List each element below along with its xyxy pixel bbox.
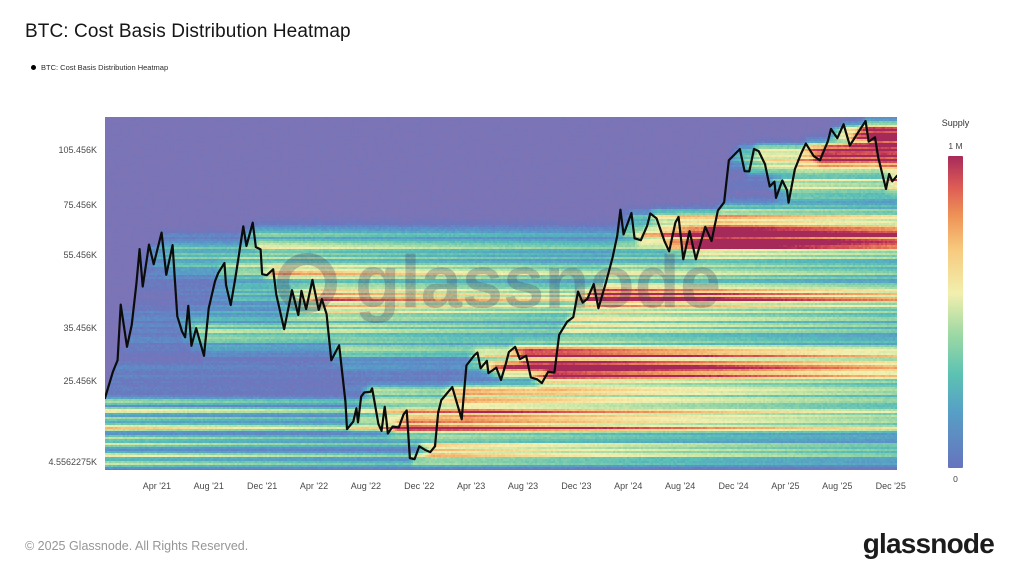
- y-axis-tick-label: 25.456K: [63, 376, 97, 387]
- x-axis-tick-label: Apr '25: [771, 481, 800, 491]
- colorbar-title: Supply: [941, 118, 970, 128]
- heatmap-chart-canvas[interactable]: [105, 117, 897, 470]
- x-axis-tick-label: Aug '24: [665, 481, 696, 491]
- x-axis-tick-label: Aug '21: [193, 481, 224, 491]
- legend-marker-icon: [31, 65, 36, 70]
- page-title: BTC: Cost Basis Distribution Heatmap: [25, 21, 351, 42]
- legend-label: BTC: Cost Basis Distribution Heatmap: [41, 63, 169, 72]
- colorbar-gradient: [948, 156, 963, 468]
- x-axis-tick-label: Aug '25: [822, 481, 853, 491]
- x-axis-tick-label: Dec '22: [404, 481, 435, 491]
- colorbar-max-label: 1 M: [948, 141, 963, 151]
- x-axis-tick-label: Aug '23: [507, 481, 539, 491]
- x-axis-tick-label: Apr '22: [299, 481, 329, 491]
- x-axis-tick-label: Dec '25: [875, 481, 906, 491]
- y-axis-tick-label: 4.5562275K: [48, 457, 97, 467]
- x-axis-tick-label: Dec '23: [561, 481, 592, 491]
- legend-item[interactable]: BTC: Cost Basis Distribution Heatmap: [31, 63, 168, 72]
- y-axis-tick-label: 55.456K: [63, 249, 97, 260]
- x-axis-tick-label: Apr '23: [457, 481, 486, 491]
- y-axis-tick-label: 35.456K: [63, 322, 97, 333]
- x-axis-tick-label: Dec '24: [718, 481, 749, 491]
- y-axis-tick-label: 75.456K: [63, 199, 97, 210]
- y-axis-tick-label: 105.456K: [58, 145, 97, 155]
- x-axis-tick-label: Apr '21: [142, 481, 171, 491]
- x-axis-tick-label: Aug '22: [350, 481, 381, 491]
- x-axis-tick-label: Apr '24: [614, 481, 643, 491]
- copyright-text: © 2025 Glassnode. All Rights Reserved.: [25, 539, 249, 553]
- colorbar-min-label: 0: [953, 474, 958, 484]
- glassnode-logo: glassnode: [862, 528, 995, 559]
- x-axis-tick-label: Dec '21: [247, 481, 278, 491]
